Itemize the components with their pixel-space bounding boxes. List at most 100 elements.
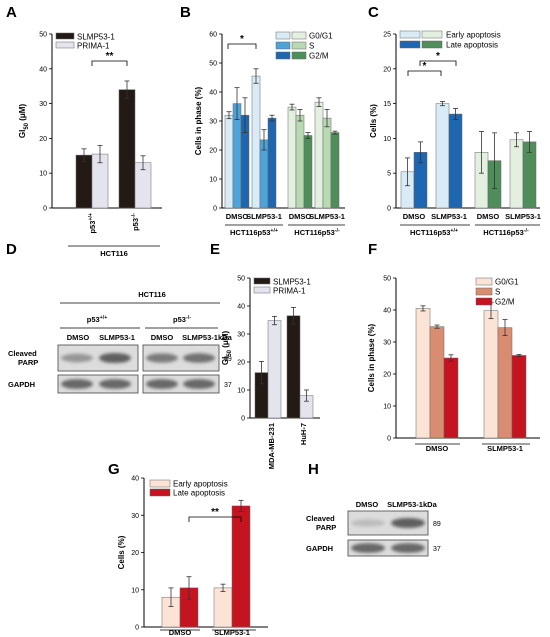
y-tick-label-f: 0 [387,436,391,443]
y-tick-label-a: 40 [39,66,47,73]
blot-h-band [391,517,425,529]
bar-G-late-apoptosis [231,505,251,628]
legend-e-slmp53-swatch [253,277,271,285]
significance-b-line [227,43,257,49]
group-label-b-1: HCT116p53+/+ [230,228,278,237]
legend-b-swatch-b [291,31,307,40]
legend-a-slmp53-swatch [55,32,75,40]
legend-c-swatch-b [421,40,443,49]
y-tick-label-f: 30 [383,340,391,347]
significance-c-2-line [419,60,457,66]
legend-f-s: S [495,288,500,297]
y-tick-label-c: 15 [383,101,391,108]
blot-d-band [61,379,93,389]
y-tick-label-c: 0 [387,206,391,213]
x-tick-label-c: SLMP53-1 [431,212,467,221]
y-tick-label-b: 10 [209,177,217,184]
x-tick-label-f: SLMP53-1 [487,444,523,453]
bar-E-prima-1 [267,320,282,419]
y-tick-label-b: 40 [209,90,217,97]
y-tick-label-a: 20 [39,136,47,143]
panel-letter-d: D [6,241,17,258]
blot-d-lane-label: DMSO [67,333,90,342]
x-tick-label-b: SLMP53-1 [309,212,345,221]
blot-d-band [146,379,178,389]
y-tick-label-e: 10 [237,388,245,395]
bar-B-g0-g1 [287,106,297,209]
x-tick-label-c: DMSO [477,212,500,221]
y-axis-label-g: Cells (%) [117,535,126,569]
legend-f-g2-m: G2/M [495,298,515,307]
blot-d-band [99,379,131,389]
blot-h-row-kda: 89 [433,521,441,528]
blot-d-row-kda: 37 [224,382,232,389]
legend-g-late-swatch [149,488,171,497]
x-tick-label-f: DMSO [426,444,449,453]
bar-B-s [322,117,332,209]
blot-d-lane-label: SLMP53-1 [99,333,135,342]
y-tick-label-a: 50 [39,32,47,39]
panel-letter-e: E [210,241,220,258]
significance-c-1-line [407,70,442,76]
y-tick-label-c: 20 [383,66,391,73]
chart-a: 0 10 20 30 40 50 GI50 (μM) p53+/+ p53-/- HCT116 SL… [18,32,162,258]
blot-h-band [351,543,385,553]
legend-g-late: Late apoptosis [173,489,225,498]
chart-f: 0 10 20 30 40 50 Cells in phase (%) DMSO SLMP53-… [367,276,540,453]
bar-G-early-apoptosis [213,587,233,628]
blot-d-row-label-2: PARP [18,358,38,367]
legend-b-swatch-a [275,51,291,60]
legend-e-slmp53: SLMP53-1 [273,278,311,287]
blot-d-row-label: GAPDH [8,380,35,389]
significance-g-line [188,516,242,522]
blot-h-row-kda: 37 [433,546,441,553]
legend-e-prima-swatch [253,286,271,294]
y-tick-label-e: 30 [237,332,245,339]
y-tick-label-b: 30 [209,119,217,126]
panel-letter-g: G [108,461,120,478]
legend-g-early-swatch [149,479,171,488]
significance-b: * [240,34,244,45]
y-tick-label-b: 60 [209,32,217,39]
chart-c: 0 5 10 15 20 25 Cells (%) DMSO SLMP53-1 DMSO SLMP5… [369,31,541,238]
legend-c-swatch-a [399,30,421,39]
legend-c-swatch-a [399,40,421,49]
legend-b-swatch-a [275,41,291,50]
y-tick-label-g: 30 [131,513,139,520]
bar-F-g2-m [443,357,459,439]
significance-c-2: * [436,51,440,62]
x-tick-label-e: MDA-MB-231 [267,423,276,469]
significance-a: ** [106,51,114,62]
significance-c-1: * [423,61,427,72]
legend-g-early: Early apoptosis [173,480,228,489]
blot-h-row-label-2: PARP [316,523,336,532]
blot-h-lane-label: DMSO [356,500,379,509]
blot-d-band [99,352,131,364]
blot-h-band [391,543,425,553]
legend-e-prima: PRIMA-1 [273,287,306,296]
x-tick-label-b: SLMP53-1 [246,212,282,221]
bar-A-slmp53-1 [75,154,93,209]
blot-h-row-label: GAPDH [306,544,333,553]
blot-h-lane-label: SLMP53-1 [387,500,423,509]
blot-d-band [146,353,178,363]
y-tick-label-b: 50 [209,61,217,68]
x-tick-label-a: p53-/- [131,213,140,231]
y-tick-label-e: 50 [237,276,245,283]
y-tick-label-c: 5 [387,171,391,178]
y-axis-label-e: GI50 (μM) [221,331,233,366]
legend-f-g0-g1-swatch [475,277,493,286]
bar-B-g2-m [303,135,313,209]
y-tick-label-g: 40 [131,476,139,483]
x-tick-label-b: DMSO [226,212,249,221]
y-tick-label-e: 40 [237,304,245,311]
x-tick-label-c: SLMP53-1 [505,212,541,221]
x-tick-label-g: SLMP53-1 [214,628,250,637]
y-tick-label-c: 10 [383,136,391,143]
x-tick-label-c: DMSO [403,212,426,221]
blot-d-lane-label: SLMP53-1 [182,333,218,342]
legend-f-g0-g1: G0/G1 [495,278,519,287]
